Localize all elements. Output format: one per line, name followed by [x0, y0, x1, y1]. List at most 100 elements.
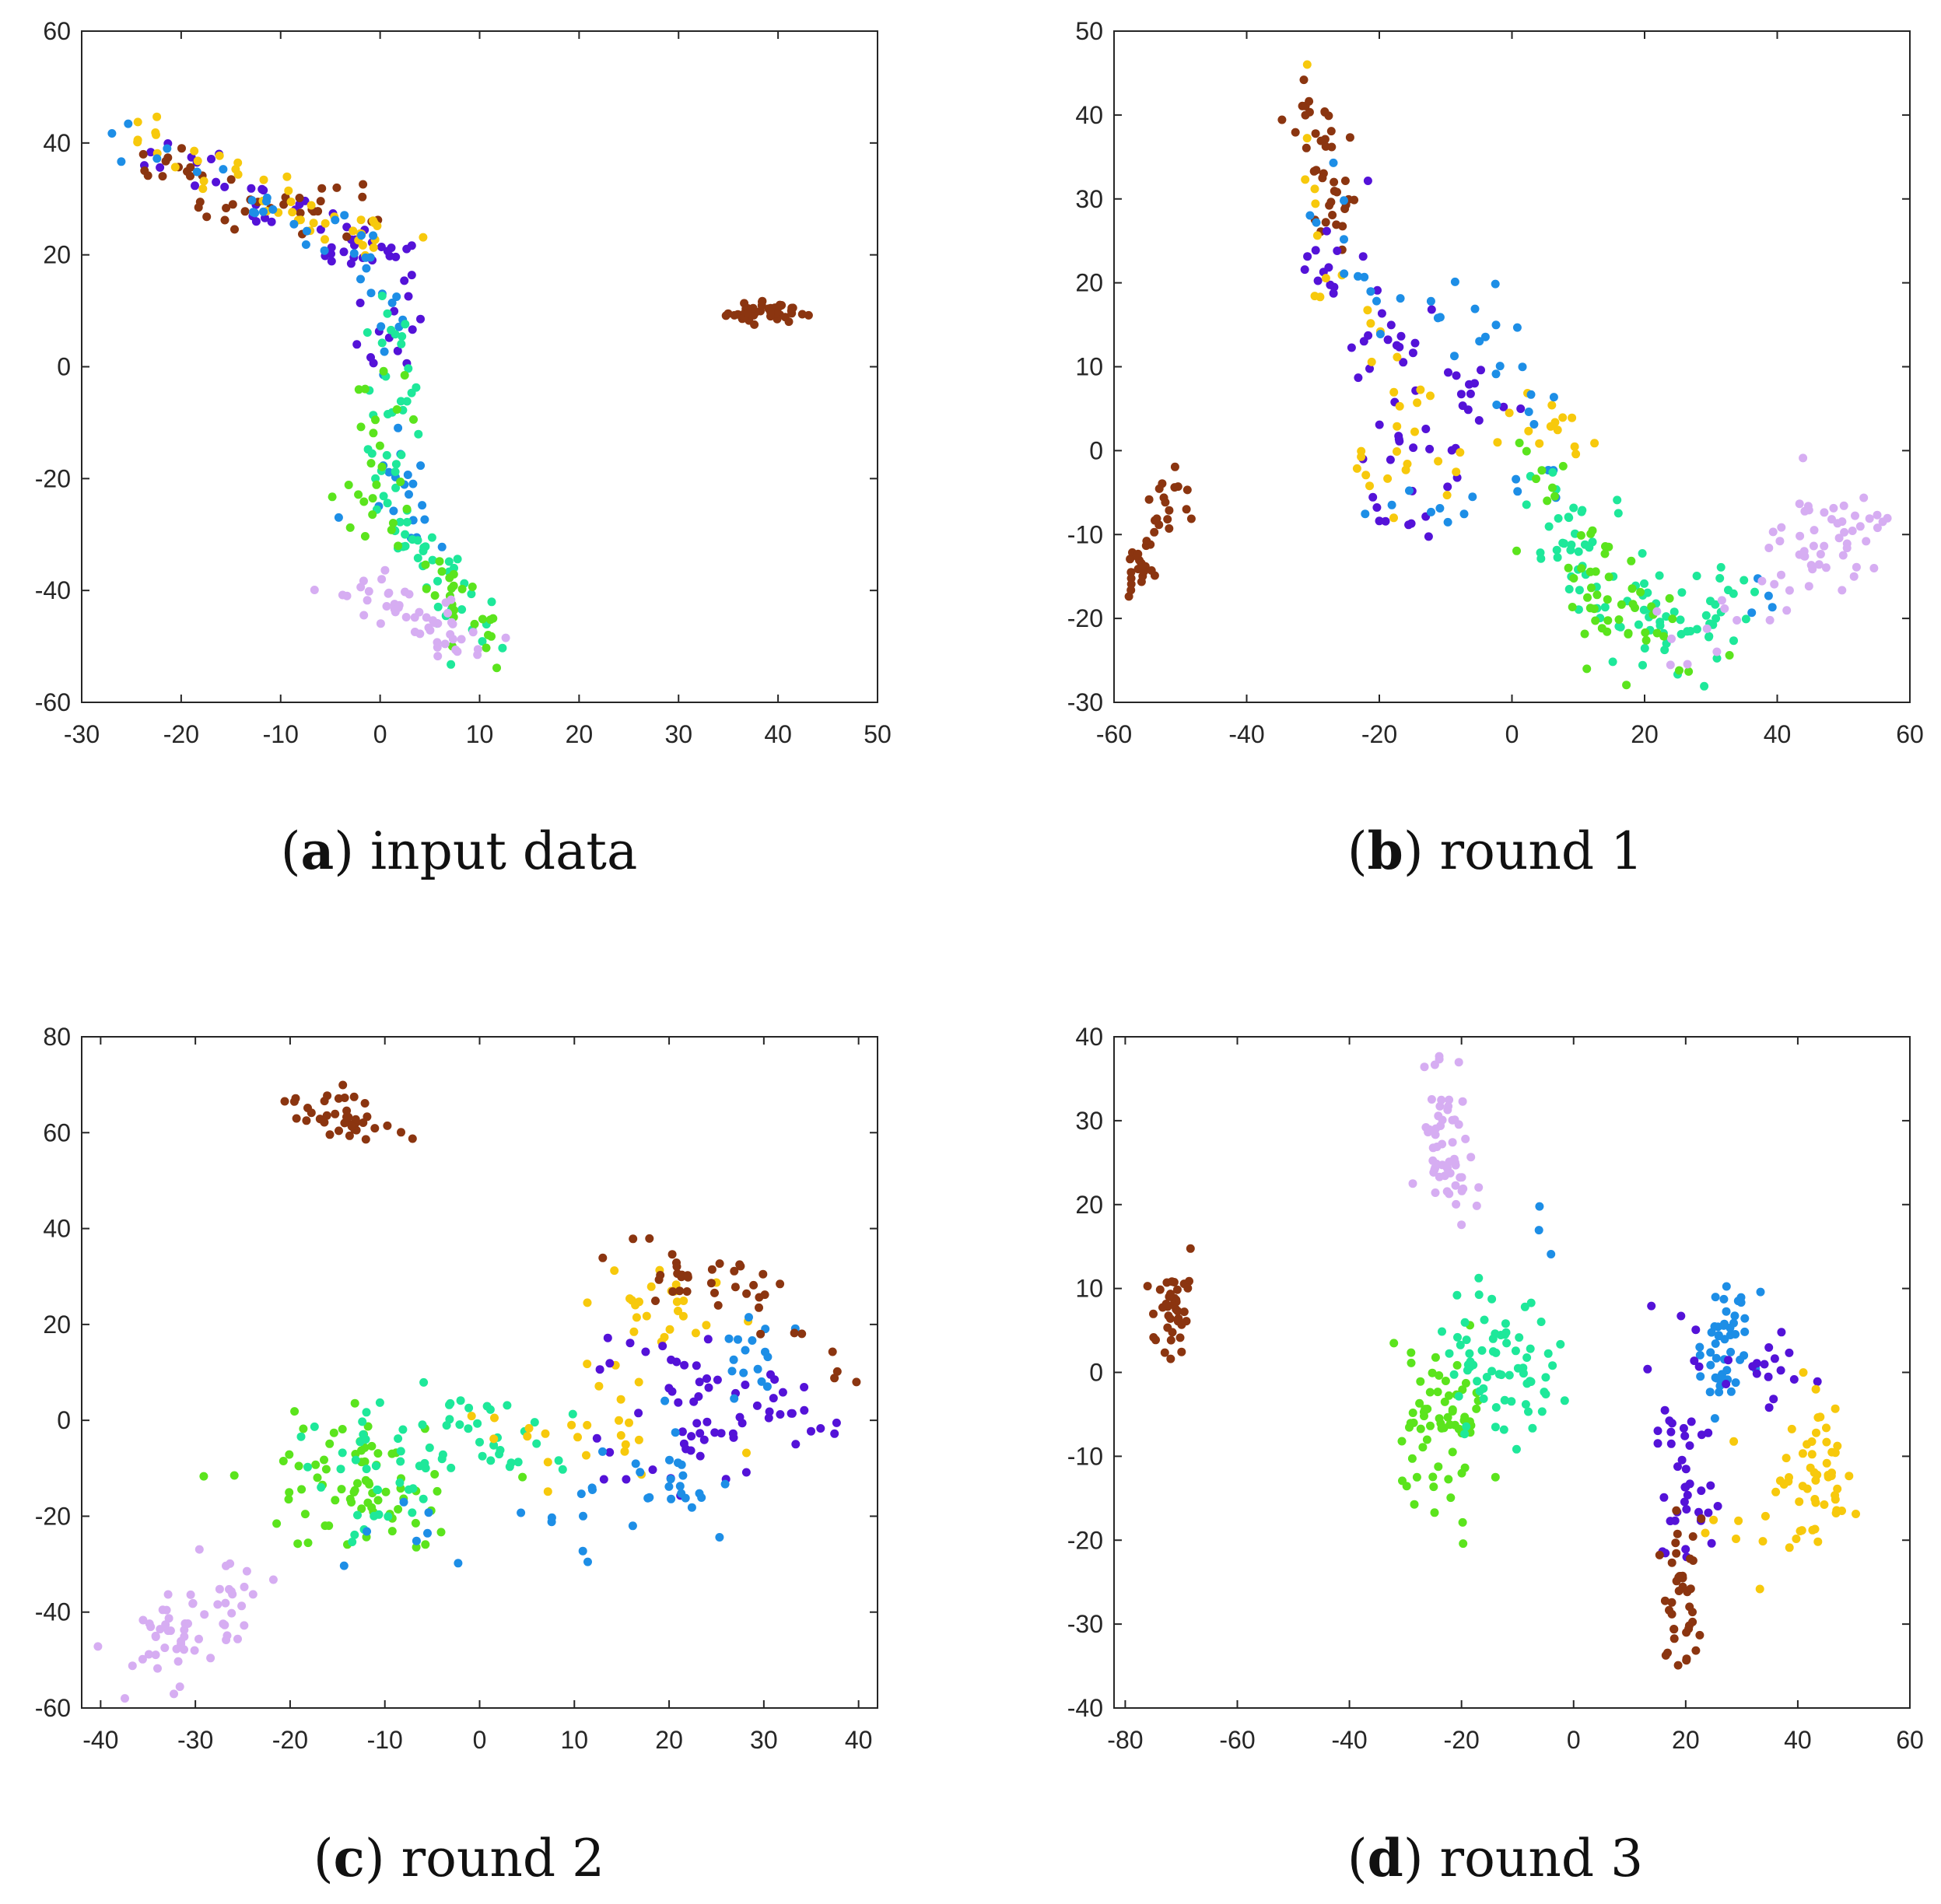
point-d-5-52 — [1683, 1490, 1692, 1500]
point-a-5-0 — [371, 415, 380, 425]
point-b-3-29 — [1495, 362, 1505, 371]
point-b-3-15 — [1427, 507, 1435, 516]
point-c-2-38 — [364, 1478, 373, 1487]
point-a-2-22 — [133, 117, 142, 127]
point-b-7-1 — [1126, 568, 1136, 577]
point-c-4-6 — [583, 1420, 592, 1430]
point-c-1-43 — [227, 1608, 236, 1618]
point-c-6-33 — [628, 1521, 637, 1531]
point-a-7-35 — [723, 309, 733, 318]
point-c-3-4 — [336, 1465, 345, 1474]
point-c-5-32 — [595, 1365, 604, 1374]
point-c-4-24 — [490, 1413, 499, 1423]
point-b-1-8 — [1410, 338, 1420, 348]
point-b-3-31 — [1768, 603, 1777, 612]
point-c-2-34 — [367, 1441, 377, 1451]
point-b-3-0 — [1340, 196, 1348, 205]
point-d-5-29 — [1670, 1516, 1680, 1525]
caption-b-letter: b — [1367, 821, 1403, 881]
point-b-6-59 — [1803, 502, 1813, 511]
y-tick-label-b-0: -30 — [1067, 688, 1103, 716]
point-c-5-7 — [603, 1333, 612, 1342]
point-d-3-3 — [1537, 1407, 1547, 1416]
point-d-3-56 — [1487, 1367, 1497, 1376]
point-d-2-54 — [1439, 1423, 1449, 1433]
point-a-5-16 — [402, 504, 412, 513]
point-b-1-52 — [1365, 364, 1374, 373]
point-c-7-16 — [706, 1279, 716, 1288]
point-d-3-59 — [1501, 1330, 1509, 1339]
point-c-3-30 — [437, 1454, 447, 1464]
point-d-0-19 — [1166, 1354, 1175, 1363]
point-b-2-33 — [1535, 439, 1544, 448]
point-c-7-15 — [828, 1347, 837, 1356]
point-c-1-55 — [226, 1559, 235, 1568]
point-a-6-7 — [422, 613, 431, 622]
point-a-5-28 — [468, 583, 477, 591]
point-c-5-30 — [634, 1409, 643, 1418]
point-a-7-36 — [787, 303, 797, 313]
point-b-4-57 — [1560, 539, 1568, 548]
point-c-6-4 — [715, 1533, 724, 1542]
point-d-6-48 — [1822, 1423, 1831, 1433]
point-b-5-40 — [1568, 603, 1577, 611]
point-c-3-69 — [513, 1458, 523, 1467]
y-tick-label-d-3: -10 — [1067, 1442, 1103, 1470]
point-b-6-54 — [1683, 660, 1692, 669]
point-a-2-12 — [190, 146, 199, 156]
point-c-0-26 — [351, 1115, 360, 1124]
point-b-4-11 — [1655, 571, 1664, 580]
point-b-2-32 — [1493, 438, 1502, 447]
point-a-0-48 — [393, 346, 402, 355]
point-a-4-52 — [433, 576, 442, 586]
point-b-2-9 — [1311, 199, 1320, 208]
point-d-3-57 — [1560, 1396, 1569, 1405]
point-a-2-44 — [284, 186, 293, 195]
point-a-2-33 — [286, 198, 296, 206]
point-c-2-39 — [329, 1428, 338, 1437]
point-d-3-39 — [1491, 1403, 1501, 1412]
point-b-6-24 — [1702, 624, 1712, 633]
point-a-7-40 — [743, 309, 752, 318]
point-a-2-27 — [321, 219, 330, 228]
point-b-1-60 — [1386, 455, 1395, 464]
point-c-5-35 — [605, 1359, 615, 1368]
point-b-6-45 — [1840, 527, 1849, 537]
point-c-6-10 — [579, 1511, 587, 1521]
y-tick-label-a-1: -40 — [35, 576, 71, 604]
point-c-7-38 — [742, 1289, 752, 1298]
point-a-6-27 — [363, 596, 372, 605]
point-c-0-6 — [335, 1126, 343, 1136]
point-c-6-23 — [675, 1482, 685, 1491]
point-d-3-22 — [1513, 1363, 1522, 1373]
point-d-3-29 — [1460, 1430, 1470, 1439]
point-d-7-31 — [1669, 1634, 1679, 1643]
point-c-6-54 — [424, 1508, 433, 1517]
point-d-5-2 — [1690, 1356, 1699, 1366]
point-c-6-29 — [757, 1377, 766, 1386]
point-d-1-30 — [1438, 1037, 1443, 1038]
point-a-4-57 — [382, 450, 391, 460]
point-d-5-27 — [1679, 1423, 1688, 1433]
point-a-2-19 — [356, 215, 366, 225]
point-d-1-16 — [1442, 1187, 1452, 1196]
point-a-1-15 — [186, 171, 194, 180]
point-c-3-47 — [351, 1455, 360, 1465]
point-b-1-27 — [1427, 305, 1436, 314]
point-b-6-38 — [1865, 514, 1874, 523]
point-d-7-21 — [1682, 1628, 1691, 1637]
point-a-0-3 — [342, 222, 352, 232]
point-d-7-24 — [1671, 1538, 1680, 1548]
point-c-3-58 — [353, 1510, 362, 1520]
point-c-2-60 — [345, 1494, 355, 1503]
point-a-3-0 — [369, 231, 378, 240]
point-a-3-37 — [334, 513, 343, 522]
point-a-4-48 — [467, 590, 476, 599]
point-b-4-44 — [1712, 614, 1721, 623]
point-a-5-6 — [492, 663, 501, 673]
y-tick-label-d-6: 20 — [1075, 1191, 1103, 1219]
point-a-3-21 — [408, 479, 418, 488]
point-c-1-59 — [248, 1590, 258, 1599]
point-a-3-8 — [416, 461, 426, 471]
point-b-1-30 — [1313, 276, 1323, 285]
